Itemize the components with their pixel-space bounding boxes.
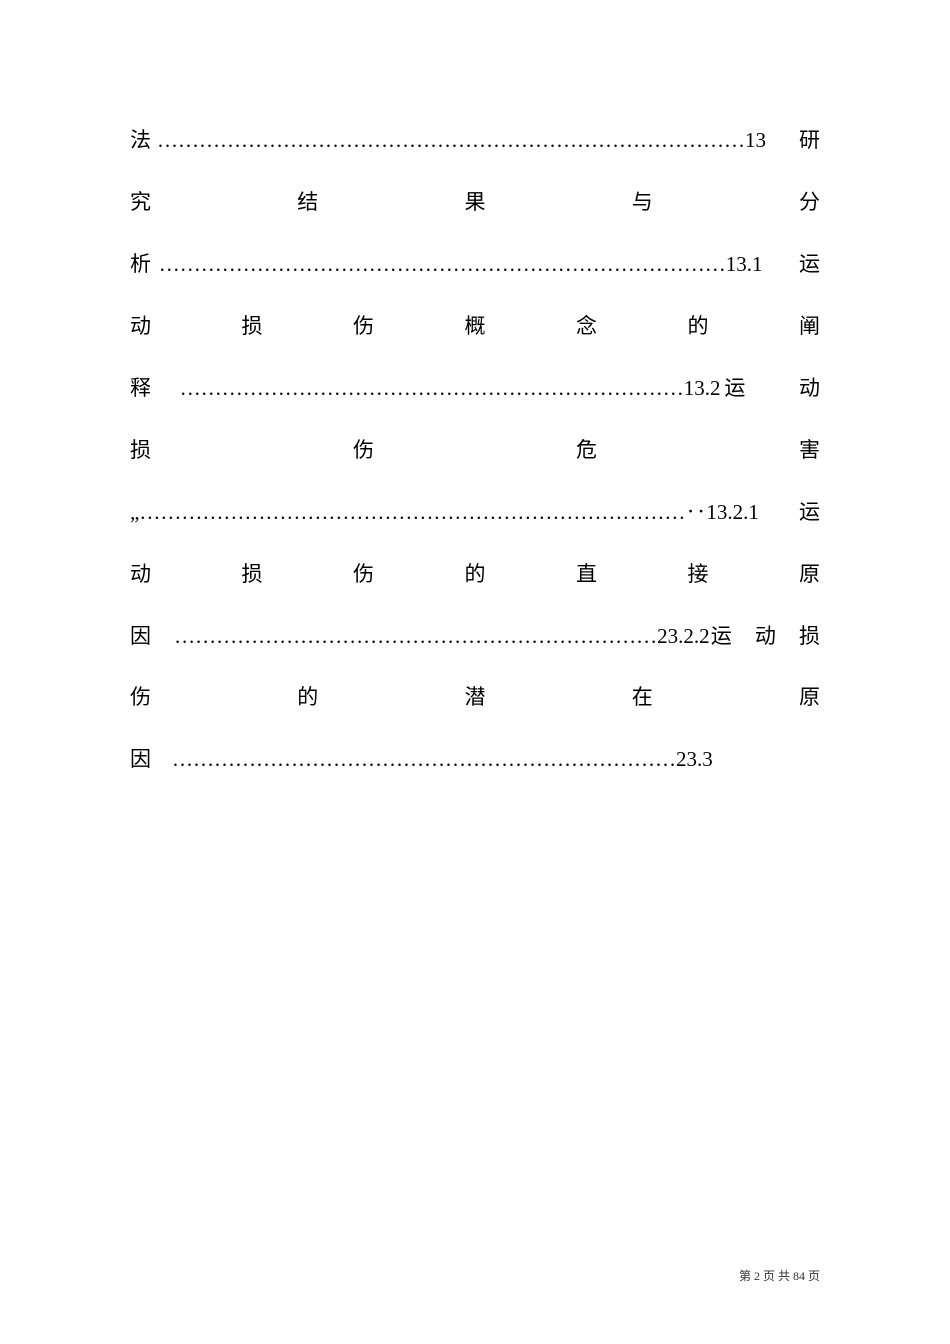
document-page: 法…………………………………………………………………………13 研 究 结 果 … <box>0 0 950 1344</box>
page-footer: 第 2 页 共 84 页 <box>739 1267 820 1284</box>
toc-text: 法…………………………………………………………………………13 研 究 结 果 … <box>130 110 820 791</box>
page-number: 第 2 页 共 84 页 <box>739 1269 820 1283</box>
toc-content: 法…………………………………………………………………………13 研 究 结 果 … <box>130 110 820 791</box>
